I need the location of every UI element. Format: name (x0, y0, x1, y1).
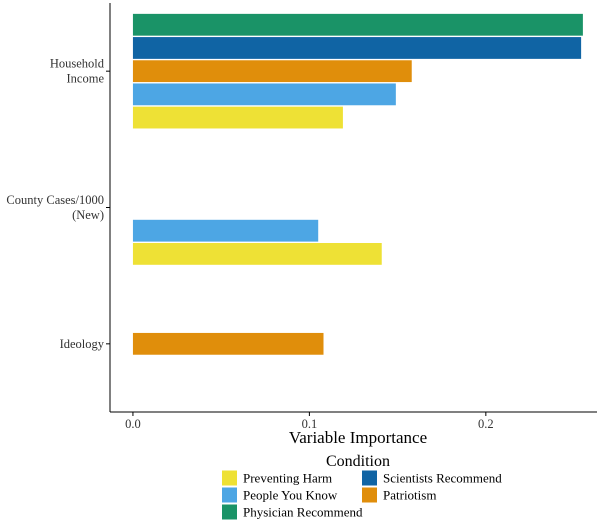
bars-layer (132, 13, 583, 355)
legend-label-physician-recommend: Physician Recommend (243, 505, 363, 520)
x-tick-label: 0.0 (125, 417, 141, 431)
legend-label-people-you-know: People You Know (243, 488, 338, 503)
y-tick-label: Household Income (50, 57, 105, 86)
legend-key-patriotism (362, 487, 377, 503)
bar-scientists-recommend (132, 37, 582, 59)
x-axis-title: Variable Importance (289, 428, 427, 447)
y-tick-label: County Cases/1000 (New) (6, 193, 104, 222)
bar-people-you-know (132, 219, 319, 242)
x-tick-label: 0.2 (478, 417, 494, 431)
x-tick-label: 0.1 (302, 417, 318, 431)
bar-physician-recommend (132, 13, 583, 36)
bar-people-you-know (132, 83, 396, 106)
y-tick-label: Ideology (60, 337, 105, 351)
bar-patriotism (132, 60, 412, 83)
ticks-layer: Household Income County Cases/1000 (New) Ide… (6, 57, 493, 431)
legend-key-people-you-know (222, 487, 237, 503)
legend-label-scientists-recommend: Scientists Recommend (383, 471, 502, 486)
legend-label-patriotism: Patriotism (383, 488, 436, 503)
legend-key-physician-recommend (222, 504, 237, 520)
legend-title: Condition (326, 453, 390, 470)
bar-patriotism (132, 332, 324, 355)
bar-preventing-harm (132, 106, 343, 129)
legend-key-scientists-recommend (362, 470, 377, 486)
bar-preventing-harm (132, 243, 382, 265)
legend-label-preventing-harm: Preventing Harm (243, 471, 332, 486)
legend: Condition Preventing Harm People You Know… (222, 453, 502, 520)
legend-key-preventing-harm (222, 470, 237, 486)
